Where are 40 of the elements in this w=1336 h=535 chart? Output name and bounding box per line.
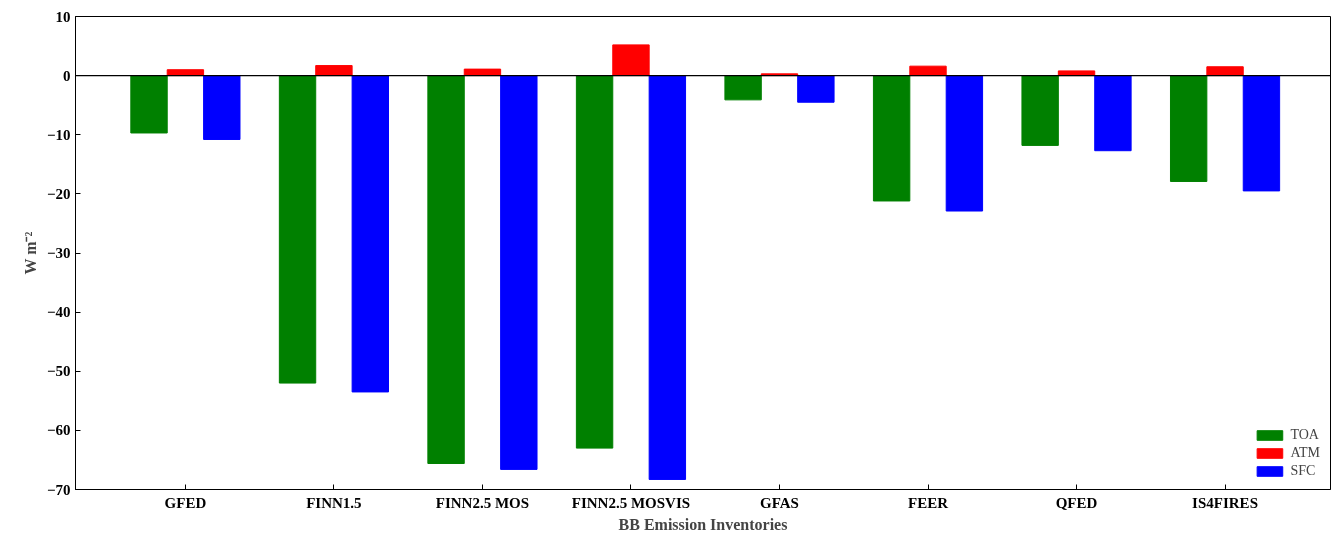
bar — [724, 75, 762, 101]
y-tick-label: −50 — [46, 363, 71, 380]
legend-label: SFC — [1290, 463, 1316, 479]
bar — [1021, 75, 1059, 146]
y-tick-label: 10 — [55, 8, 71, 25]
bar — [278, 75, 317, 384]
x-tick-label: GFED — [164, 494, 207, 511]
y-tick-label: −10 — [46, 126, 71, 143]
y-tick-label: −30 — [46, 245, 71, 261]
bar — [427, 75, 465, 464]
bar — [203, 75, 241, 140]
bar — [130, 75, 168, 134]
bar — [872, 75, 911, 202]
y-axis-title: W m⁻² — [21, 231, 39, 275]
y-tick-label: −70 — [46, 481, 71, 498]
bar — [500, 75, 538, 470]
bar — [945, 75, 984, 212]
x-tick-label: FEER — [908, 494, 949, 511]
bar — [797, 75, 835, 103]
bar — [1242, 75, 1281, 192]
bar — [1169, 75, 1208, 182]
bar — [612, 44, 650, 77]
y-tick-label: −40 — [46, 304, 71, 321]
x-tick-label: FINN2.5 MOSVIS — [571, 494, 691, 511]
x-tick-label: IS4FIRES — [1192, 494, 1258, 511]
x-tick-label: FINN2.5 MOS — [435, 494, 530, 511]
bar — [315, 65, 353, 77]
x-tick-label: FINN1.5 — [306, 494, 362, 511]
y-tick-label: 0 — [63, 67, 71, 84]
legend-label: TOA — [1290, 427, 1319, 443]
x-tick-label: GFAS — [760, 494, 799, 511]
bar — [351, 75, 390, 393]
y-tick-label: −60 — [46, 422, 71, 439]
bar — [575, 75, 614, 449]
x-axis-title: BB Emission Inventories — [618, 515, 788, 533]
legend-label: ATM — [1290, 445, 1320, 461]
x-tick-label: QFED — [1055, 494, 1098, 511]
bar — [648, 75, 687, 480]
y-tick-label: −20 — [46, 185, 71, 202]
bar — [1094, 75, 1132, 152]
